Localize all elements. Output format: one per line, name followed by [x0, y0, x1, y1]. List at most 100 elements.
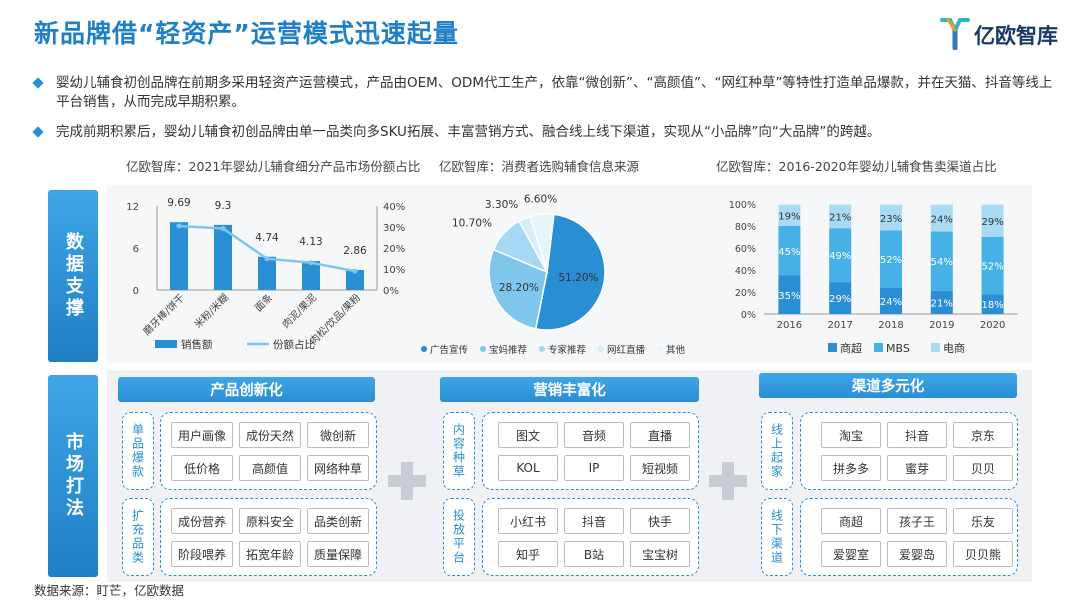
- x-tick-label: 面条: [252, 291, 275, 314]
- plus-icon: [709, 462, 747, 500]
- chart2-pie: 51.20% 28.20% 10.70% 3.30% 6.60% 广告宣传 宝妈推荐 专家推荐…: [421, 193, 686, 356]
- data-label: 4.13: [299, 236, 322, 248]
- pie-data-label: 3.30%: [485, 199, 518, 211]
- legend-swatch-bar: [155, 340, 177, 348]
- tag: 孩子王: [887, 508, 947, 534]
- stack-remainder: [930, 204, 953, 206]
- tag: 商超: [821, 508, 881, 534]
- stack-remainder: [880, 204, 902, 206]
- data-label: 52%: [981, 262, 1003, 273]
- tag: 质量保障: [307, 541, 369, 567]
- bar: [302, 261, 320, 290]
- section-channel-heading: 渠道多元化: [759, 373, 1017, 398]
- group-label-product-1: 单品爆款: [122, 412, 154, 490]
- legend-swatch: [931, 343, 940, 352]
- y-tick-label: 0%: [741, 310, 756, 321]
- stack-segment: [930, 290, 953, 314]
- data-label: 19%: [778, 212, 800, 223]
- data-source: 数据来源：盯芒，亿欧数据: [34, 583, 185, 598]
- stack-segment: [829, 228, 852, 283]
- legend-swatch: [828, 343, 837, 352]
- bar: [258, 256, 276, 290]
- tag: KOL: [498, 455, 558, 481]
- legend-label: 其他: [666, 344, 686, 356]
- tag: 蜜芽: [887, 455, 947, 481]
- legend-label: 宝妈推荐: [489, 344, 528, 356]
- legend-swatch: [874, 343, 883, 352]
- pie-slice: [529, 213, 555, 273]
- legend-swatch: [421, 346, 427, 352]
- bar: [170, 222, 188, 290]
- tag: 短视频: [630, 455, 690, 481]
- data-label: 29%: [981, 217, 1003, 228]
- tag-group-marketing-2: 小红书 抖音 快手 知乎 B站 宝宝树: [482, 498, 699, 576]
- group-label-marketing-1: 内容种草: [443, 412, 475, 490]
- tag-group-marketing-1: 图文 音频 直播 KOL IP 短视频: [482, 412, 699, 490]
- y-right-tick-label: 20%: [383, 244, 405, 255]
- stack-segment: [829, 282, 852, 314]
- stack-remainder: [981, 204, 1004, 206]
- tag: 品类创新: [307, 508, 369, 534]
- x-tick-label: 肉泥/果泥: [279, 291, 319, 331]
- y-right-tick-label: 40%: [383, 202, 405, 213]
- bullet-2: 完成前期积累后，婴幼儿辅食初创品牌由单一品类向多SKU拓展、丰富营销方式、融合线…: [32, 123, 1054, 142]
- tag: 宝宝树: [630, 541, 690, 567]
- data-label: 49%: [829, 251, 851, 262]
- tag: B站: [564, 541, 624, 567]
- tag: 抖音: [564, 508, 624, 534]
- brand-logo-text: 亿欧智库: [974, 24, 1058, 48]
- data-label: 35%: [778, 291, 800, 302]
- legend-swatch: [657, 346, 663, 352]
- bullet-1: 婴幼儿辅食初创品牌在前期多采用轻资产运营模式，产品由OEM、ODM代工生产，依靠…: [32, 74, 1054, 112]
- data-label: 52%: [880, 255, 902, 266]
- brand-logo-icon: [940, 18, 970, 51]
- stack-segment: [981, 294, 1004, 314]
- legend-swatch: [598, 346, 604, 352]
- y-right-tick-label: 10%: [383, 265, 405, 276]
- y-right-tick-label: 0%: [383, 286, 399, 297]
- tag-group-channel-2: 商超 孩子王 乐友 爱婴室 爱婴岛 贝贝熊: [800, 498, 1018, 576]
- stack-segment: [880, 230, 902, 288]
- tag: 贝贝: [953, 455, 1013, 481]
- tag: 原料安全: [239, 508, 301, 534]
- stack-segment: [778, 226, 801, 276]
- chart2-title: 亿欧智库：消费者选购辅食信息来源: [439, 159, 640, 174]
- tag: 微创新: [307, 422, 369, 448]
- stack-segment: [930, 205, 953, 232]
- tag-group-channel-1: 淘宝 抖音 京东 拼多多 蜜芽 贝贝: [800, 412, 1018, 490]
- stack-segment: [829, 205, 852, 229]
- chart1-combo: 0 6 12 0% 10% 20% 30% 40% 9.69 磨牙棒/饼干 9.3 米粉/米糊 4.74…: [126, 197, 405, 351]
- tag: 网络种草: [307, 455, 369, 481]
- x-tick-label: 2018: [878, 320, 903, 331]
- line-point: [264, 256, 270, 262]
- tag: 爱婴岛: [887, 541, 947, 567]
- pie-slice: [534, 213, 606, 331]
- legend-label: 商超: [840, 341, 862, 355]
- tag: 拓宽年龄: [239, 541, 301, 567]
- tag: 小红书: [498, 508, 558, 534]
- tag: 低价格: [171, 455, 233, 481]
- group-label-channel-1: 线上起家: [761, 412, 793, 490]
- stack-remainder: [778, 204, 801, 206]
- stack-segment: [778, 275, 801, 314]
- tag: 乐友: [953, 508, 1013, 534]
- tag: 抖音: [887, 422, 947, 448]
- legend-label: 份额占比: [273, 338, 315, 351]
- pie-data-label: 51.20%: [558, 272, 598, 284]
- data-label: 24%: [880, 297, 902, 308]
- y-left-tick-label: 0: [133, 286, 139, 297]
- y-tick-label: 60%: [735, 244, 756, 255]
- y-right-tick-label: 30%: [383, 223, 405, 234]
- y-left-tick-label: 12: [126, 202, 139, 213]
- y-left-tick-label: 6: [133, 244, 139, 255]
- legend-label: 专家推荐: [548, 344, 587, 356]
- chart3-stacked: 0% 20% 40% 60% 80% 100% 35% 45% 19% 2016 29% 49% 21%…: [729, 200, 1018, 355]
- tag: 贝贝熊: [953, 541, 1013, 567]
- tag: 成份营养: [171, 508, 233, 534]
- tag: 高颜值: [239, 455, 301, 481]
- x-tick-label: 米粉/米糊: [191, 291, 231, 331]
- side-label-market-play: 市场打法: [48, 375, 98, 577]
- data-label: 54%: [931, 257, 953, 268]
- tag: 用户画像: [171, 422, 233, 448]
- tag: 京东: [953, 422, 1013, 448]
